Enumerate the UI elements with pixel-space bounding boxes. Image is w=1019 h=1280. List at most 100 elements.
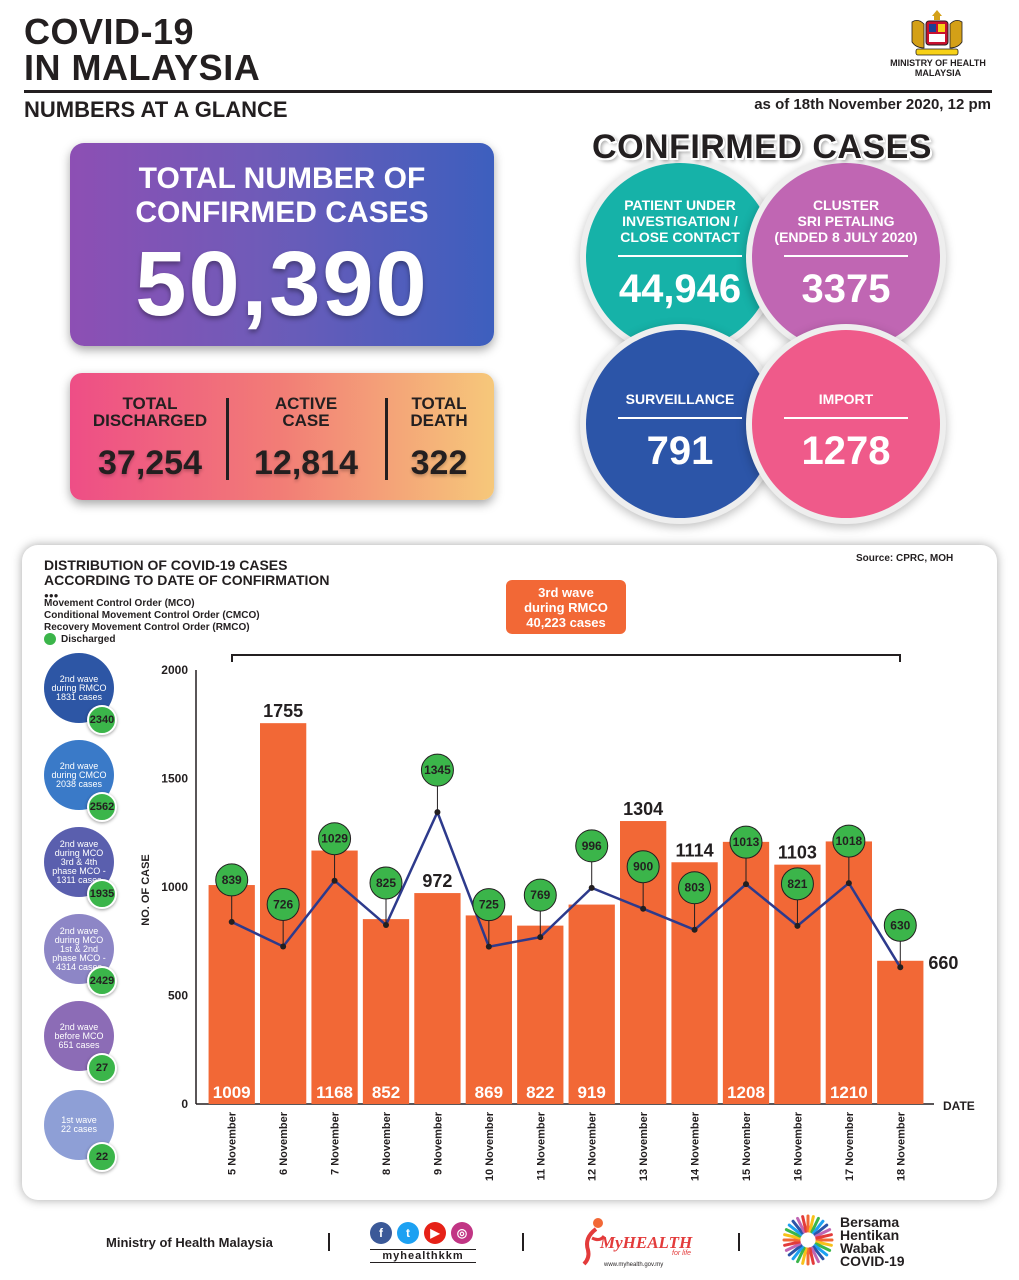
legend-mco: Movement Control Order (MCO) bbox=[44, 598, 195, 609]
active-label: ACTIVE CASE bbox=[236, 395, 376, 429]
bar bbox=[311, 850, 358, 1104]
legend-rmco: Recovery Movement Control Order (RMCO) bbox=[44, 622, 250, 633]
myhealth-url[interactable]: www.myhealth.gov.my bbox=[604, 1262, 664, 1268]
bar-value-label: 822 bbox=[526, 1083, 554, 1102]
sunburst-ray bbox=[787, 1244, 803, 1257]
y-tick-label: 2000 bbox=[161, 663, 188, 677]
discharged-line bbox=[231, 808, 902, 968]
discharged-bubble bbox=[678, 871, 712, 905]
x-tick-label: 8 November bbox=[381, 1111, 393, 1175]
cluster-label-1: CLUSTER bbox=[812, 197, 880, 213]
pui-label-2: INVESTIGATION / bbox=[622, 213, 738, 229]
wave-discharged-badge: 2340 bbox=[87, 705, 117, 735]
sunburst-ray bbox=[796, 1216, 806, 1234]
twitter-icon[interactable]: t bbox=[397, 1222, 419, 1244]
bar-value-label: 869 bbox=[475, 1083, 503, 1102]
youtube-icon[interactable]: ▶ bbox=[424, 1222, 446, 1244]
total-label-line-1: TOTAL NUMBER OF bbox=[138, 162, 426, 195]
bar bbox=[414, 893, 461, 1104]
bar-value-label: 1208 bbox=[727, 1083, 765, 1102]
pui-label-3: CLOSE CONTACT bbox=[620, 229, 740, 245]
instagram-icon[interactable]: ◎ bbox=[451, 1222, 473, 1244]
wave-discharged-badge: 2562 bbox=[87, 792, 117, 822]
discharged-value: 37,254 bbox=[98, 444, 202, 482]
sunburst-ray bbox=[801, 1247, 808, 1265]
stat-divider bbox=[226, 398, 229, 480]
wave-label-line: 4314 cases bbox=[55, 961, 103, 972]
wave-bubble-label: 2nd wave during CMCO 2038 cases bbox=[51, 760, 106, 789]
discharged-bubble bbox=[780, 867, 814, 901]
death-stat: TOTAL DEATH 322 bbox=[395, 395, 483, 483]
y-axis-label: NO. OF CASE bbox=[140, 854, 152, 926]
facebook-icon[interactable]: f bbox=[370, 1222, 392, 1244]
sunburst-ray bbox=[814, 1242, 832, 1252]
bar-value-label: 1755 bbox=[263, 701, 303, 721]
total-label-line-2: CONFIRMED CASES bbox=[135, 196, 429, 229]
cluster-label-3: (ENDED 8 JULY 2020) bbox=[774, 229, 918, 245]
stat-divider bbox=[385, 398, 388, 480]
wave-label-line: 22 cases bbox=[60, 1124, 98, 1134]
x-tick-label: 9 November bbox=[432, 1111, 444, 1175]
wave-label-line: during RMCO bbox=[51, 682, 107, 693]
wave-bubble-label: 2nd wave during RMCO 1831 cases bbox=[51, 674, 107, 702]
legend-discharged: Discharged bbox=[61, 634, 116, 645]
page-title: COVID-19 IN MALAYSIA bbox=[24, 14, 260, 86]
footer-divider bbox=[738, 1233, 740, 1251]
discharged-bubble bbox=[420, 753, 454, 787]
surveillance-circle bbox=[586, 330, 774, 518]
discharged-label-2: DISCHARGED bbox=[92, 411, 208, 430]
x-tick-label: 16 November bbox=[792, 1111, 804, 1181]
active-label-1: ACTIVE bbox=[274, 394, 338, 413]
wave-label-line: 1st & 2nd bbox=[59, 943, 99, 954]
discharged-bubble bbox=[523, 878, 557, 912]
x-tick-label: 5 November bbox=[227, 1111, 239, 1175]
legend-dots: ●●● bbox=[44, 591, 59, 600]
footer-divider bbox=[328, 1233, 330, 1251]
wave-label-line: 2nd wave bbox=[59, 925, 99, 936]
chart-title: DISTRIBUTION OF COVID-19 CASES ACCORDING… bbox=[44, 558, 329, 588]
discharged-value-label: 1029 bbox=[321, 832, 348, 846]
legend-cmco: Conditional Movement Control Order (CMCO… bbox=[44, 610, 260, 621]
wave-label-line: 651 cases bbox=[58, 1039, 100, 1050]
sunburst-ray bbox=[813, 1244, 829, 1257]
cluster-value: 3375 bbox=[801, 267, 891, 311]
surveillance-value: 791 bbox=[646, 429, 714, 473]
wave-bubble-label: 2nd wave during MCO 1st & 2nd phase MCO -43… bbox=[52, 925, 106, 972]
sunburst-ray bbox=[783, 1240, 801, 1247]
death-label-2: DEATH bbox=[410, 411, 468, 430]
wave-label-line: 2nd wave bbox=[59, 760, 99, 771]
y-tick-label: 0 bbox=[181, 1097, 188, 1111]
x-tick-label: 11 November bbox=[535, 1111, 547, 1180]
footer-handle[interactable]: myhealthkkm bbox=[370, 1249, 476, 1263]
cluster-circle bbox=[752, 163, 940, 351]
bar bbox=[877, 960, 924, 1104]
wave-label-line: during MCO bbox=[54, 934, 104, 945]
discharged-value-label: 769 bbox=[530, 888, 550, 902]
x-tick-label: 10 November bbox=[484, 1111, 496, 1181]
wave-label-line: during MCO bbox=[54, 847, 104, 858]
discharged-bubble bbox=[318, 822, 352, 856]
myhealth-figure-icon bbox=[582, 1218, 606, 1266]
coat-of-arms-icon bbox=[911, 10, 963, 56]
discharged-value-label: 821 bbox=[787, 877, 807, 891]
slogan-line-2: Hentikan bbox=[840, 1227, 900, 1243]
header-rule bbox=[24, 90, 992, 93]
sunburst-ray bbox=[814, 1228, 832, 1238]
discharged-bubble bbox=[369, 866, 403, 900]
pui-text: PATIENT UNDER INVESTIGATION / CLOSE CONT… bbox=[596, 197, 764, 312]
wave3-line-2: during RMCO bbox=[524, 600, 608, 615]
confirmed-cases-heading: CONFIRMED CASES bbox=[592, 128, 932, 166]
sunburst-ray bbox=[815, 1240, 833, 1247]
x-tick-label: 17 November bbox=[844, 1111, 856, 1181]
surveillance-label: SURVEILLANCE bbox=[625, 391, 735, 407]
summary-stats-card bbox=[70, 373, 494, 500]
chart-source: Source: CPRC, MOH bbox=[856, 553, 954, 564]
discharged-value-label: 803 bbox=[685, 881, 705, 895]
x-tick-label: 7 November bbox=[330, 1111, 342, 1175]
wave-label-line: 3rd & 4th bbox=[60, 856, 98, 867]
bar-value-label: 919 bbox=[578, 1083, 606, 1102]
sunburst-ray bbox=[784, 1242, 802, 1252]
sunburst-ray bbox=[813, 1223, 829, 1236]
as-of-date: as of 18th November 2020, 12 pm bbox=[754, 96, 991, 113]
third-wave-bracket bbox=[231, 654, 901, 662]
